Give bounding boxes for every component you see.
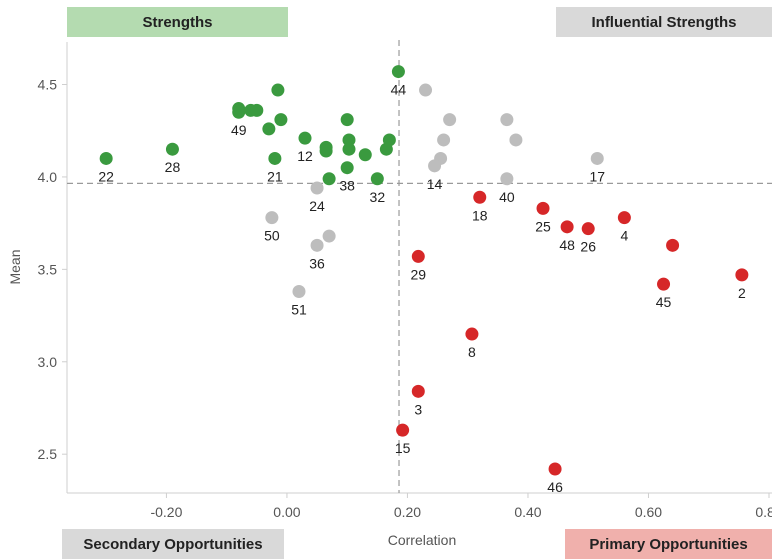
data-point-strength[interactable] bbox=[370, 172, 384, 186]
point-label: 28 bbox=[165, 159, 181, 175]
data-point-strength[interactable] bbox=[358, 148, 372, 162]
x-tick-label: -0.20 bbox=[150, 504, 182, 520]
data-point-opportunity[interactable] bbox=[666, 238, 680, 252]
data-point-strength[interactable] bbox=[342, 133, 356, 147]
y-tick-label: 4.5 bbox=[38, 77, 58, 93]
point-label: 25 bbox=[535, 218, 551, 234]
point-label: 29 bbox=[411, 266, 427, 282]
y-tick-label: 3.0 bbox=[38, 354, 58, 370]
x-tick-label: 0.60 bbox=[635, 504, 662, 520]
x-tick-label: 0.80 bbox=[755, 504, 772, 520]
data-point-strength[interactable] bbox=[298, 131, 312, 145]
data-point-opportunity[interactable] bbox=[560, 220, 574, 234]
x-tick-label: 0.00 bbox=[273, 504, 300, 520]
point-label: 46 bbox=[547, 479, 563, 495]
data-point-strength[interactable] bbox=[271, 83, 285, 97]
point-label: 21 bbox=[267, 168, 283, 184]
x-tick-label: 0.40 bbox=[514, 504, 541, 520]
point-label: 24 bbox=[309, 198, 325, 214]
point-label: 3 bbox=[414, 401, 422, 417]
point-label: 40 bbox=[499, 189, 515, 205]
data-point-strength[interactable] bbox=[319, 144, 333, 158]
data-point-neutral[interactable] bbox=[419, 83, 433, 97]
data-point-strength[interactable] bbox=[391, 65, 405, 79]
data-point-neutral[interactable] bbox=[265, 211, 279, 225]
point-label: 15 bbox=[395, 440, 411, 456]
data-point-neutral[interactable] bbox=[310, 238, 324, 252]
data-point-neutral[interactable] bbox=[310, 181, 324, 195]
data-point-strength[interactable] bbox=[342, 142, 356, 156]
point-label: 18 bbox=[472, 207, 488, 223]
point-label: 12 bbox=[297, 148, 313, 164]
data-point-opportunity[interactable] bbox=[548, 462, 562, 476]
point-label: 4 bbox=[620, 228, 628, 244]
point-label: 8 bbox=[468, 344, 476, 360]
x-axis-title: Correlation bbox=[388, 532, 456, 548]
point-label: 51 bbox=[291, 302, 307, 318]
data-point-neutral[interactable] bbox=[437, 133, 451, 147]
data-point-strength[interactable] bbox=[232, 105, 246, 119]
axes-layer: -0.20 0.00 0.20 0.40 0.60 0.80 2.5 3.0 3.5 4.0 4.5 bbox=[38, 42, 772, 520]
data-point-strength[interactable] bbox=[262, 122, 276, 136]
point-label: 48 bbox=[559, 237, 575, 253]
data-point-neutral[interactable] bbox=[509, 133, 523, 147]
y-tick-label: 3.5 bbox=[38, 261, 58, 277]
quadrant-label-influential-strengths: Influential Strengths bbox=[556, 7, 772, 37]
data-point-opportunity[interactable] bbox=[536, 201, 550, 215]
data-point-opportunity[interactable] bbox=[465, 327, 479, 341]
point-label: 32 bbox=[370, 189, 386, 205]
data-point-neutral[interactable] bbox=[292, 285, 306, 299]
point-label: 2 bbox=[738, 285, 746, 301]
data-point-opportunity[interactable] bbox=[396, 423, 410, 437]
data-point-neutral[interactable] bbox=[322, 229, 336, 243]
data-point-neutral[interactable] bbox=[500, 113, 514, 127]
data-point-strength[interactable] bbox=[274, 113, 288, 127]
data-point-strength[interactable] bbox=[322, 172, 336, 186]
quadrant-label-strengths: Strengths bbox=[67, 7, 288, 37]
points-layer bbox=[99, 65, 749, 476]
point-label: 22 bbox=[98, 168, 114, 184]
data-point-opportunity[interactable] bbox=[657, 277, 671, 291]
y-tick-label: 2.5 bbox=[38, 446, 58, 462]
point-label: 49 bbox=[231, 122, 247, 138]
data-point-strength[interactable] bbox=[340, 161, 354, 175]
data-point-neutral[interactable] bbox=[590, 151, 604, 165]
y-tick-label: 4.0 bbox=[38, 169, 58, 185]
point-label: 45 bbox=[656, 294, 672, 310]
data-point-strength[interactable] bbox=[382, 133, 396, 147]
reference-lines bbox=[67, 40, 772, 493]
y-axis-title: Mean bbox=[7, 249, 23, 284]
point-label: 26 bbox=[580, 239, 596, 255]
data-point-opportunity[interactable] bbox=[581, 222, 595, 236]
data-point-opportunity[interactable] bbox=[735, 268, 749, 282]
data-point-strength[interactable] bbox=[99, 151, 113, 165]
data-point-opportunity[interactable] bbox=[617, 211, 631, 225]
data-point-neutral[interactable] bbox=[428, 159, 442, 173]
x-tick-label: 0.20 bbox=[394, 504, 421, 520]
data-point-opportunity[interactable] bbox=[411, 249, 425, 263]
data-point-strength[interactable] bbox=[250, 103, 264, 117]
point-label: 44 bbox=[391, 82, 407, 98]
point-label: 36 bbox=[309, 255, 325, 271]
data-point-neutral[interactable] bbox=[443, 113, 457, 127]
point-label: 38 bbox=[339, 178, 355, 194]
data-point-strength[interactable] bbox=[165, 142, 179, 156]
point-label: 17 bbox=[589, 168, 605, 184]
quadrant-label-primary-opportunities: Primary Opportunities bbox=[565, 529, 772, 559]
point-label: 50 bbox=[264, 228, 280, 244]
data-point-opportunity[interactable] bbox=[473, 190, 487, 204]
quadrant-label-secondary-opportunities: Secondary Opportunities bbox=[62, 529, 284, 559]
data-point-neutral[interactable] bbox=[500, 172, 514, 186]
data-point-strength[interactable] bbox=[268, 151, 282, 165]
data-point-strength[interactable] bbox=[340, 113, 354, 127]
point-label: 14 bbox=[427, 176, 443, 192]
data-point-opportunity[interactable] bbox=[411, 384, 425, 398]
